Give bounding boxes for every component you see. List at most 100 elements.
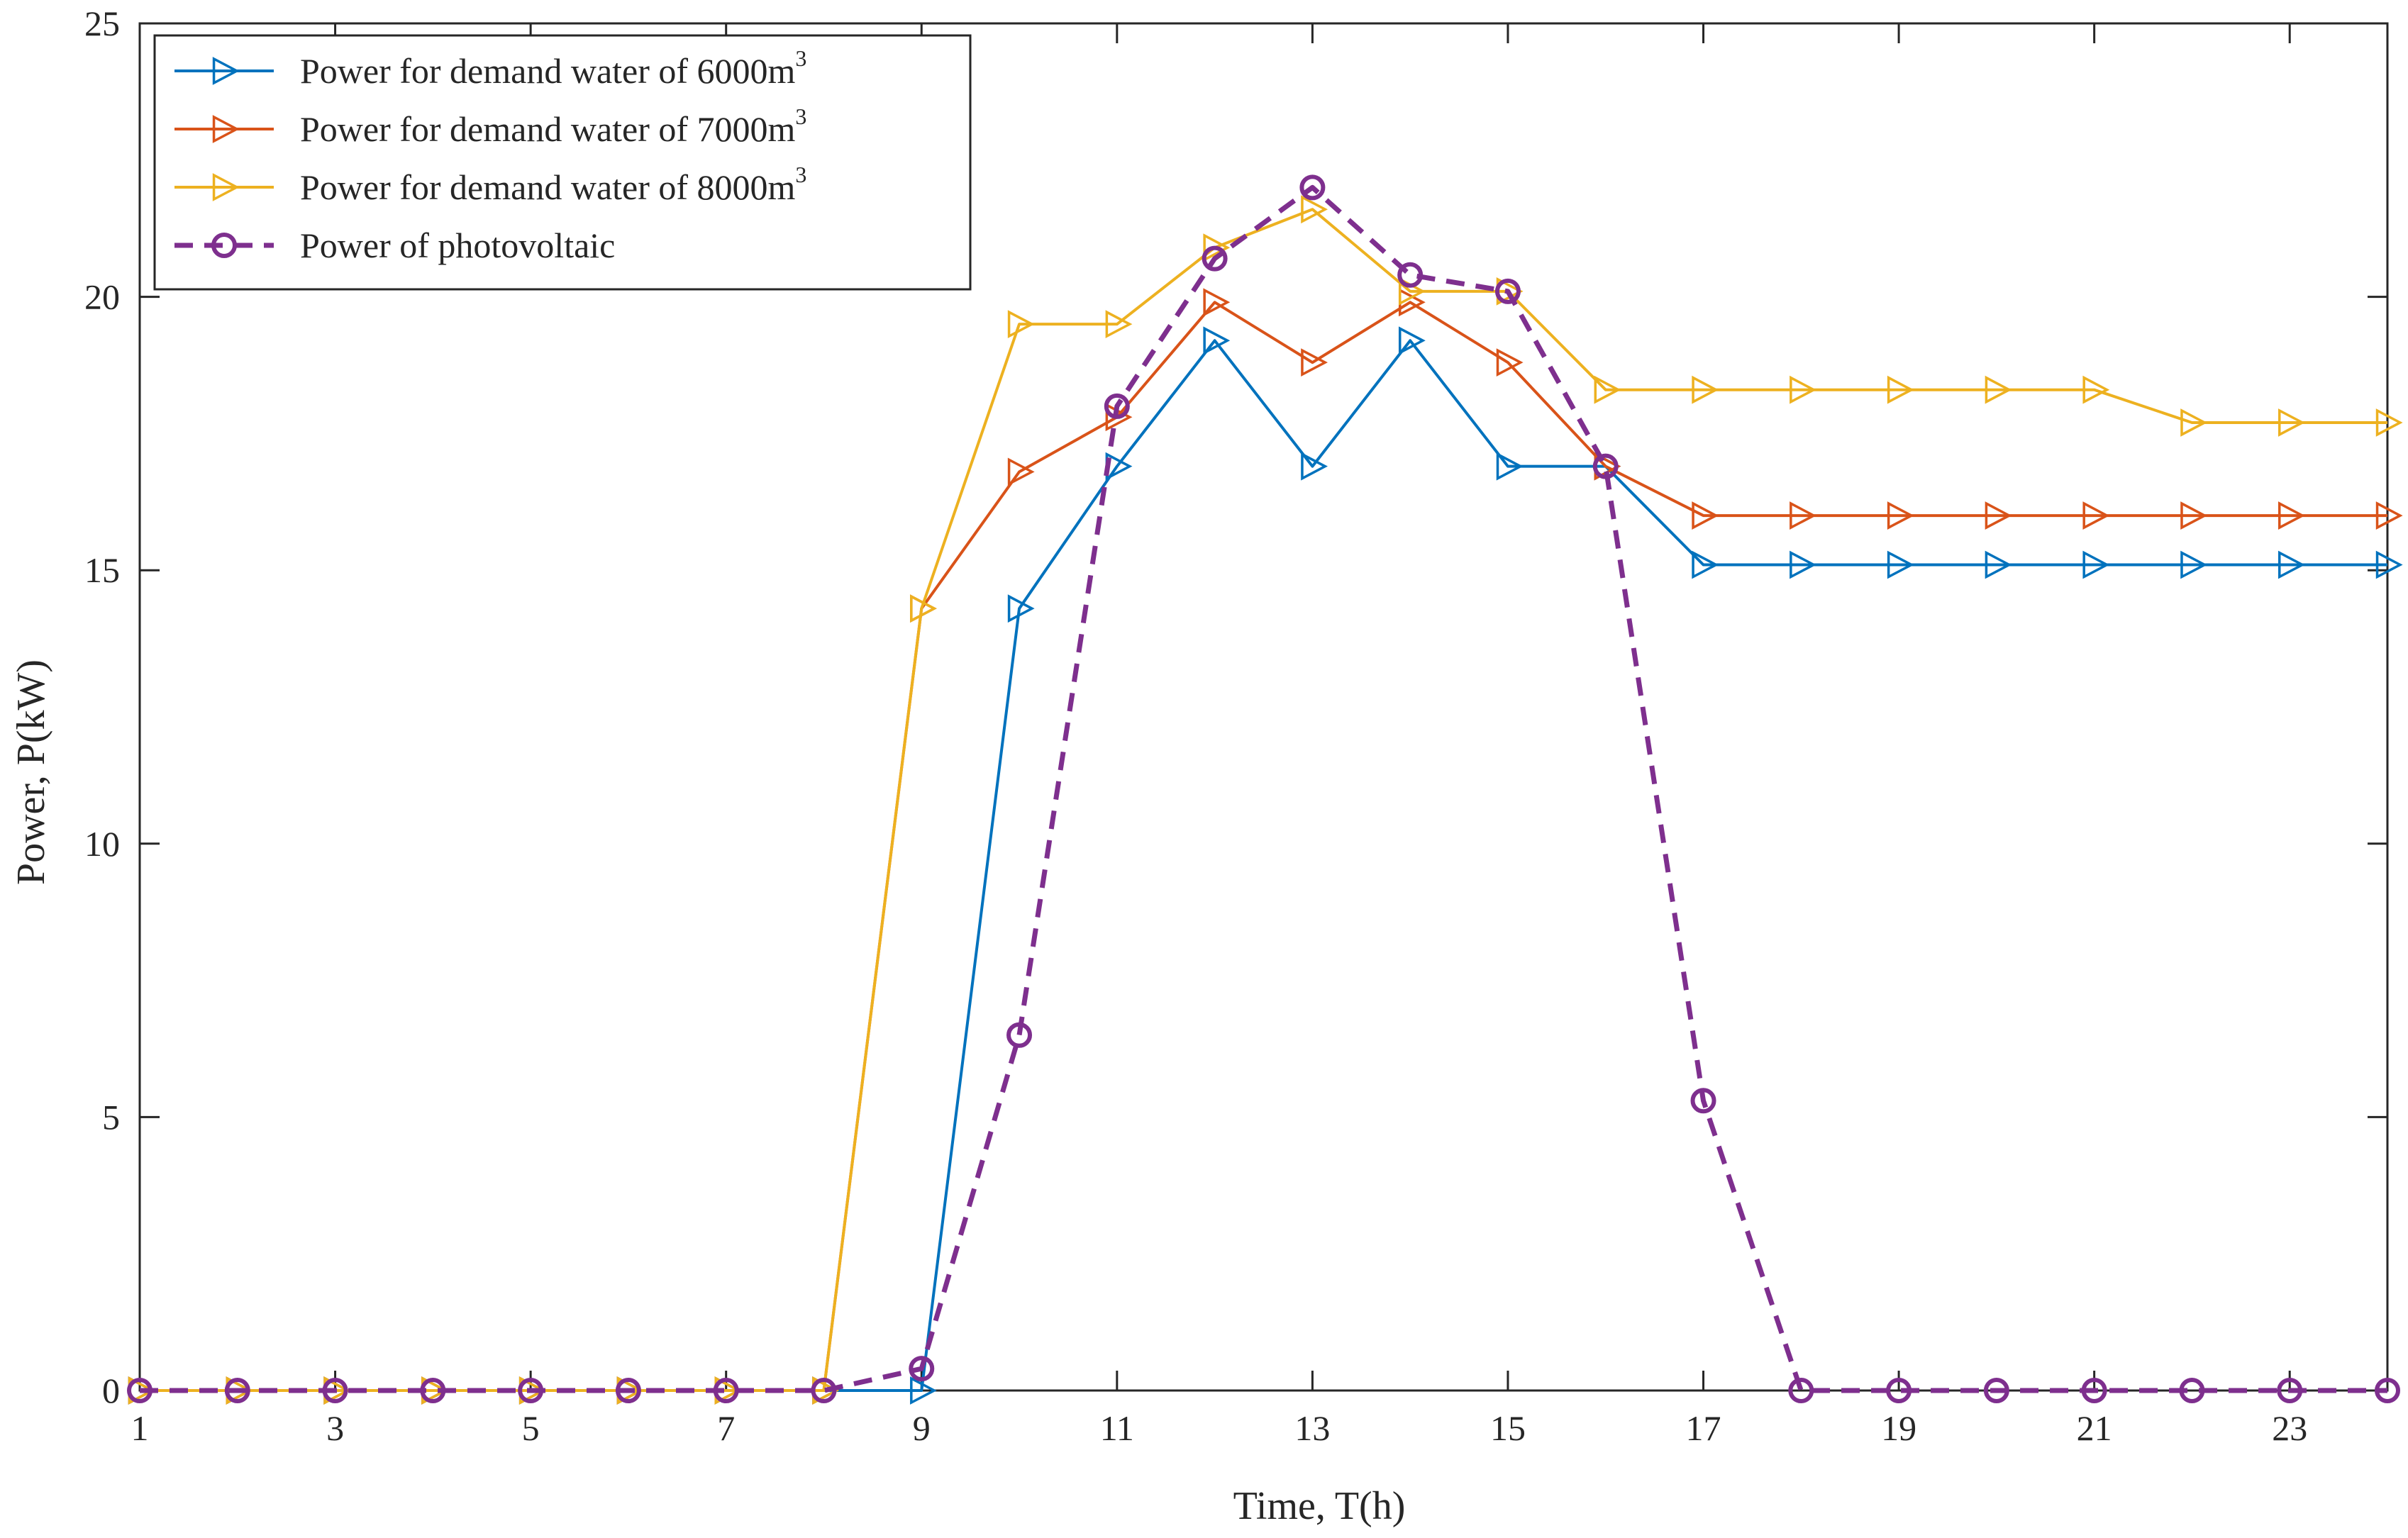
data-point: [1692, 550, 1719, 579]
legend-box: [153, 34, 972, 291]
data-point: [127, 1378, 152, 1403]
data-point: [1398, 326, 1426, 355]
legend-marker: [212, 173, 240, 201]
data-point: [1494, 278, 1521, 304]
y-tick-label: 15: [84, 550, 120, 590]
data-point: [910, 1376, 937, 1405]
legend: Power for demand water of 6000m3 Power fo…: [153, 34, 972, 291]
data-point: [1592, 453, 1619, 479]
data-point: [518, 1378, 544, 1403]
x-axis-label: Time, T(h): [1233, 1484, 1406, 1528]
data-point: [2278, 408, 2305, 437]
data-point: [1203, 326, 1231, 355]
data-point: [1886, 1378, 1912, 1403]
data-point: [1887, 550, 1914, 579]
series-4: [127, 174, 2400, 1403]
data-point: [224, 1378, 250, 1403]
data-point: [1692, 375, 1719, 404]
data-point: [615, 1378, 641, 1403]
data-point: [1594, 375, 1621, 404]
data-point: [1301, 348, 1328, 377]
data-point: [1006, 1022, 1033, 1048]
data-point: [1496, 348, 1524, 377]
data-point: [1496, 452, 1524, 481]
data-point: [1301, 195, 1328, 224]
data-point: [2082, 550, 2110, 579]
legend-item: Power of photovoltaic: [174, 225, 615, 265]
data-point: [2375, 1378, 2400, 1403]
legend-marker: [212, 57, 240, 85]
data-point: [2278, 550, 2305, 579]
data-point: [2180, 550, 2208, 579]
data-point: [2180, 501, 2208, 530]
data-point: [1887, 501, 1914, 530]
data-point: [1887, 375, 1914, 404]
data-point: [1985, 375, 2012, 404]
data-point: [1007, 310, 1035, 339]
data-point: [1203, 233, 1231, 262]
data-point: [1985, 550, 2012, 579]
data-point: [2375, 408, 2403, 437]
legend-marker: [211, 233, 237, 258]
legend-label: Power for demand water of 7000m3: [300, 104, 806, 149]
legend-label: Power of photovoltaic: [300, 225, 615, 265]
data-point: [2180, 408, 2208, 437]
data-point: [2082, 375, 2110, 404]
series-layer: [127, 174, 2403, 1405]
legend-item: Power for demand water of 6000m3: [174, 45, 806, 91]
data-point: [2082, 501, 2110, 530]
legend-superscript: 3: [795, 45, 806, 71]
x-tick-label: 23: [2272, 1408, 2307, 1448]
data-point: [909, 1356, 935, 1382]
data-point: [420, 1378, 446, 1403]
y-tick-label: 10: [84, 824, 120, 864]
data-point: [1397, 262, 1424, 288]
data-point: [910, 594, 937, 623]
data-point: [2081, 1378, 2107, 1403]
data-point: [1692, 501, 1719, 530]
data-point: [1788, 1378, 1814, 1403]
data-point: [1299, 174, 1326, 201]
data-point: [1985, 501, 2012, 530]
x-tick-label: 15: [1490, 1408, 1526, 1448]
y-axis-label: Power, P(kW): [9, 659, 53, 885]
data-point: [713, 1378, 739, 1403]
x-tick-label: 13: [1294, 1408, 1330, 1448]
legend-superscript: 3: [795, 162, 806, 187]
data-point: [2375, 550, 2403, 579]
data-point: [322, 1378, 348, 1403]
series-line: [140, 184, 2387, 1393]
legend-label: Power for demand water of 6000m3: [300, 45, 806, 91]
data-point: [1690, 1088, 1716, 1114]
data-point: [811, 1378, 837, 1403]
y-tick-label: 25: [84, 4, 120, 43]
data-point: [2179, 1378, 2205, 1403]
data-point: [1983, 1378, 2009, 1403]
data-point: [1202, 245, 1228, 272]
x-tick-label: 7: [717, 1408, 735, 1448]
y-tick-label: 0: [102, 1371, 120, 1410]
x-tick-label: 3: [326, 1408, 344, 1448]
data-point: [1790, 501, 1816, 530]
data-point: [1104, 393, 1130, 419]
data-point: [1790, 375, 1816, 404]
data-point: [1203, 288, 1231, 317]
x-tick-label: 11: [1100, 1408, 1134, 1448]
y-tick-label: 20: [84, 277, 120, 317]
x-tick-label: 5: [522, 1408, 540, 1448]
x-tick-label: 1: [131, 1408, 149, 1448]
data-point: [2278, 501, 2305, 530]
legend-item: Power for demand water of 8000m3: [174, 162, 806, 207]
data-point: [2277, 1378, 2303, 1403]
y-tick-label: 5: [102, 1097, 120, 1137]
x-tick-label: 21: [2077, 1408, 2112, 1448]
legend-item: Power for demand water of 7000m3: [174, 104, 806, 149]
legend-superscript: 3: [795, 104, 806, 129]
data-point: [1105, 310, 1133, 339]
data-point: [1790, 550, 1816, 579]
data-point: [2375, 501, 2403, 530]
x-tick-label: 17: [1686, 1408, 1721, 1448]
data-point: [1007, 457, 1035, 486]
